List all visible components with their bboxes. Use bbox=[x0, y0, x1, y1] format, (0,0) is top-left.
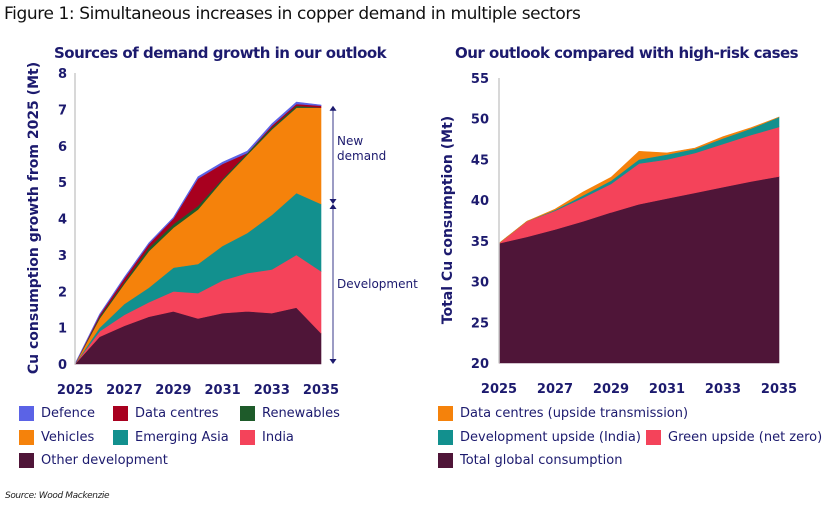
left-annotations: New demand Development bbox=[329, 105, 418, 364]
left-y-tick-label: 8 bbox=[58, 67, 67, 82]
legend-swatch-icon bbox=[19, 406, 34, 421]
legend-item-total-global-consumption: Total global consumption bbox=[438, 453, 622, 468]
left-x-tick-label: 2027 bbox=[106, 383, 142, 398]
annotation-label-new-demand: New demand bbox=[337, 134, 386, 163]
legend-label: Data centres bbox=[135, 406, 219, 421]
left-area-layers bbox=[74, 101, 322, 365]
legend-item-development-upside-india: Development upside (India) bbox=[438, 430, 641, 445]
legend-item-india: India bbox=[240, 430, 294, 445]
legend-label: Defence bbox=[41, 406, 95, 421]
legend-item-defence: Defence bbox=[19, 406, 95, 421]
legend-label: Development upside (India) bbox=[460, 430, 641, 445]
left-x-tick-label: 2029 bbox=[155, 383, 191, 398]
left-x-tick-label: 2035 bbox=[303, 383, 339, 398]
legend-item-other-development: Other development bbox=[19, 453, 168, 468]
legend-swatch-icon bbox=[240, 406, 255, 421]
arrow-down-icon bbox=[329, 198, 337, 204]
legend-label: Green upside (net zero) bbox=[668, 430, 823, 445]
legend-swatch-icon bbox=[113, 430, 128, 445]
left-y-tick-label: 5 bbox=[58, 176, 67, 191]
legend-label: Vehicles bbox=[41, 430, 95, 445]
arrow-down-icon bbox=[329, 359, 337, 364]
right-chart-title: Our outlook compared with high-risk case… bbox=[455, 44, 799, 62]
legend-label: Renewables bbox=[262, 406, 340, 421]
legend-label: India bbox=[262, 430, 294, 445]
legend-label: Total global consumption bbox=[460, 453, 623, 468]
legend-item-green-upside-net-zero: Green upside (net zero) bbox=[646, 430, 822, 445]
left-x-ticks: 2025 2027 2029 2031 2033 2035 bbox=[57, 383, 339, 398]
legend-label: Data centres (upside transmission) bbox=[460, 406, 689, 421]
left-x-tick-label: 2033 bbox=[254, 383, 290, 398]
arrow-up-icon bbox=[329, 105, 337, 111]
legend-swatch-icon bbox=[438, 430, 453, 445]
legend-swatch-icon bbox=[113, 406, 128, 421]
legend-item-data-centres-upside-transmission: Data centres (upside transmission) bbox=[438, 406, 688, 421]
left-y-tick-label: 1 bbox=[58, 322, 67, 337]
legend-item-renewables: Renewables bbox=[240, 406, 340, 421]
left-x-tick-label: 2031 bbox=[205, 383, 241, 398]
legend-swatch-icon bbox=[19, 453, 34, 468]
legend-swatch-icon bbox=[438, 406, 453, 421]
legend-label: Other development bbox=[41, 453, 168, 468]
legend-swatch-icon bbox=[19, 430, 34, 445]
figure-title: Figure 1: Simultaneous increases in copp… bbox=[4, 4, 581, 24]
left-y-tick-label: 0 bbox=[58, 358, 67, 373]
legend-swatch-icon bbox=[646, 430, 661, 445]
legend-swatch-icon bbox=[240, 430, 255, 445]
legend-item-emerging-asia: Emerging Asia bbox=[113, 430, 229, 445]
left-y-tick-label: 6 bbox=[58, 140, 67, 155]
legend-item-vehicles: Vehicles bbox=[19, 430, 94, 445]
left-x-tick-label: 2025 bbox=[57, 383, 93, 398]
legend-swatch-icon bbox=[438, 453, 453, 468]
source-note: Source: Wood Mackenzie bbox=[5, 491, 110, 501]
left-y-axis-label: Cu consumption growth from 2025 (Mt) bbox=[26, 62, 42, 374]
legend-label: Emerging Asia bbox=[135, 430, 229, 445]
left-y-tick-label: 2 bbox=[58, 285, 67, 300]
left-y-ticks: 0 1 2 3 4 5 6 7 8 bbox=[58, 67, 67, 373]
left-chart-title: Sources of demand growth in our outlook bbox=[54, 44, 387, 62]
left-y-tick-label: 7 bbox=[58, 103, 67, 118]
left-y-tick-label: 3 bbox=[58, 249, 67, 264]
arrow-up-icon bbox=[329, 203, 337, 209]
legend-item-data-centres: Data centres bbox=[113, 406, 218, 421]
left-area-defence bbox=[74, 101, 322, 365]
left-y-tick-label: 4 bbox=[58, 213, 67, 228]
annotation-label-development: Development bbox=[337, 277, 418, 291]
